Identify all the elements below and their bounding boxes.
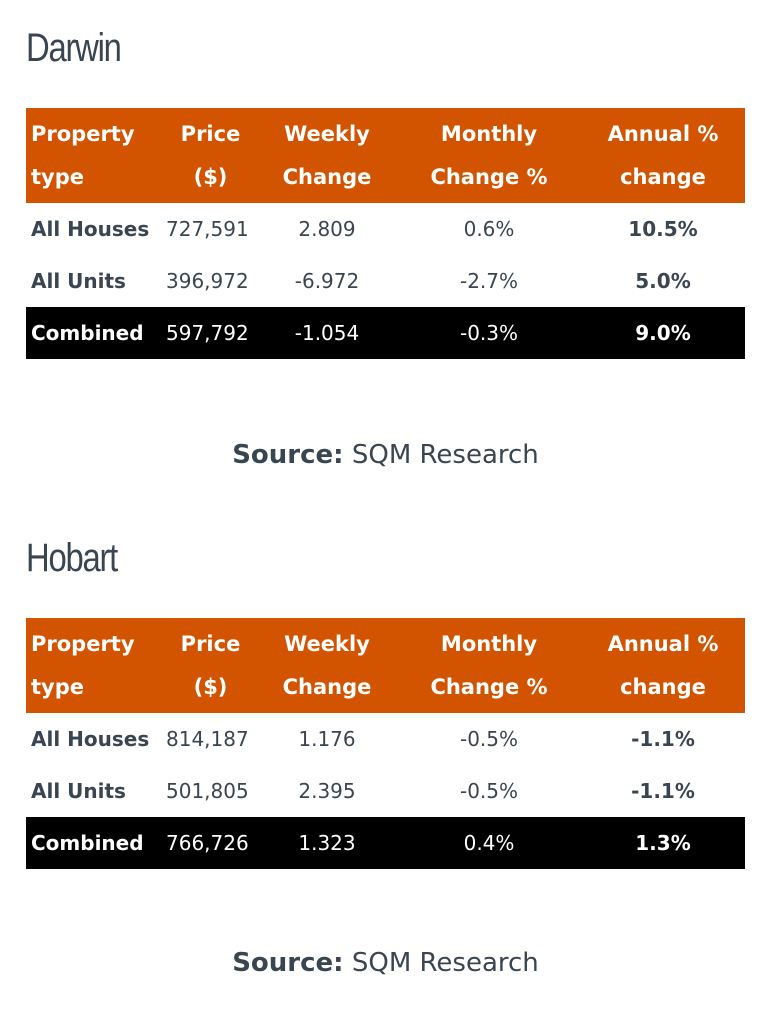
hobart-table: Property type Price ($) Weekly Change Month… [26,618,745,869]
table-row-combined: Combined 597,792 -1.054 -0.3% 9.0% [26,307,745,359]
darwin-source: Source: SQM Research [26,440,745,470]
table-header-row: Property type Price ($) Weekly Change Month… [26,618,745,713]
source-value: SQM Research [351,948,539,978]
cell-annual: 9.0% [581,307,745,359]
table-row: All Units 501,805 2.395 -0.5% -1.1% [26,765,745,817]
cell-weekly: 1.323 [257,817,397,869]
table-row: All Houses 814,187 1.176 -0.5% -1.1% [26,713,745,765]
table-row-combined: Combined 766,726 1.323 0.4% 1.3% [26,817,745,869]
cell-type: All Houses [31,727,150,751]
cell-price: 727,591 [166,217,249,241]
darwin-section: Darwin Property type Price ($) Weekly Chang… [26,26,745,476]
hobart-source: Source: SQM Research [26,948,745,978]
cell-type: Combined [26,817,164,869]
cell-annual: 1.3% [581,817,745,869]
header-weekly-change: Weekly Change [282,122,372,189]
hobart-title: Hobart [26,536,118,580]
cell-annual: 5.0% [635,269,691,293]
cell-annual: -1.1% [631,727,695,751]
cell-weekly: -6.972 [294,269,360,293]
cell-annual: 10.5% [628,217,698,241]
cell-price: 597,792 [164,307,257,359]
darwin-table: Property type Price ($) Weekly Change Month… [26,108,745,359]
cell-monthly: -0.3% [397,307,581,359]
source-label: Source: [232,440,344,470]
header-monthly-change: Monthly Change % [430,122,548,189]
cell-monthly: 0.6% [463,217,515,241]
cell-weekly: 2.809 [298,217,356,241]
cell-annual: -1.1% [631,779,695,803]
header-price: Price ($) [180,122,241,189]
header-annual-change: Annual % change [607,122,719,189]
darwin-title: Darwin [26,26,122,70]
source-label: Source: [232,948,344,978]
cell-monthly: -2.7% [459,269,519,293]
cell-price: 501,805 [166,779,249,803]
cell-weekly: 2.395 [298,779,356,803]
header-property-type: Property type [31,632,135,699]
hobart-section: Hobart Property type Price ($) Weekly Chang… [26,536,745,1006]
table-row: All Houses 727,591 2.809 0.6% 10.5% [26,203,745,255]
header-weekly-change: Weekly Change [282,632,372,699]
cell-type: Combined [26,307,164,359]
cell-price: 766,726 [164,817,257,869]
header-price: Price ($) [180,632,241,699]
cell-price: 814,187 [166,727,249,751]
cell-weekly: 1.176 [298,727,356,751]
cell-monthly: -0.5% [459,779,519,803]
cell-weekly: -1.054 [257,307,397,359]
header-annual-change: Annual % change [607,632,719,699]
header-monthly-change: Monthly Change % [430,632,548,699]
cell-monthly: 0.4% [397,817,581,869]
table-header-row: Property type Price ($) Weekly Change Month… [26,108,745,203]
cell-type: All Units [31,779,126,803]
cell-type: All Houses [31,217,150,241]
header-property-type: Property type [31,122,135,189]
cell-type: All Units [31,269,126,293]
table-row: All Units 396,972 -6.972 -2.7% 5.0% [26,255,745,307]
cell-price: 396,972 [166,269,249,293]
cell-monthly: -0.5% [459,727,519,751]
source-value: SQM Research [351,440,539,470]
